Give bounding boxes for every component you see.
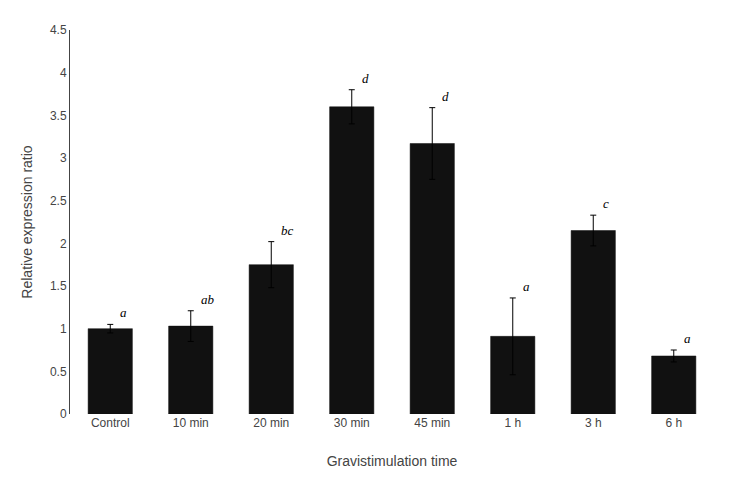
svg-text:bc: bc [281,223,294,238]
svg-text:3.5: 3.5 [50,109,67,123]
svg-text:2.5: 2.5 [50,194,67,208]
svg-text:1.5: 1.5 [50,279,67,293]
svg-text:Relative expression ratio: Relative expression ratio [19,145,35,299]
svg-text:30 min: 30 min [334,416,370,430]
svg-text:1 h: 1 h [504,416,521,430]
svg-text:2: 2 [60,237,67,251]
svg-text:3 h: 3 h [585,416,602,430]
svg-text:20 min: 20 min [253,416,289,430]
svg-text:0: 0 [60,407,67,421]
svg-text:a: a [120,305,127,320]
svg-text:1: 1 [60,322,67,336]
svg-text:4: 4 [60,66,67,80]
svg-text:3: 3 [60,151,67,165]
svg-text:d: d [442,89,449,104]
svg-text:45 min: 45 min [414,416,450,430]
svg-text:a: a [523,279,530,294]
svg-text:10 min: 10 min [173,416,209,430]
svg-text:a: a [684,331,691,346]
svg-text:0.5: 0.5 [50,365,67,379]
svg-text:4.5: 4.5 [50,23,67,37]
svg-text:ab: ab [201,292,215,307]
svg-text:d: d [362,71,369,86]
svg-text:6 h: 6 h [665,416,682,430]
svg-text:Control: Control [91,416,130,430]
svg-text:Gravistimulation time: Gravistimulation time [327,453,458,469]
svg-text:c: c [603,196,609,211]
